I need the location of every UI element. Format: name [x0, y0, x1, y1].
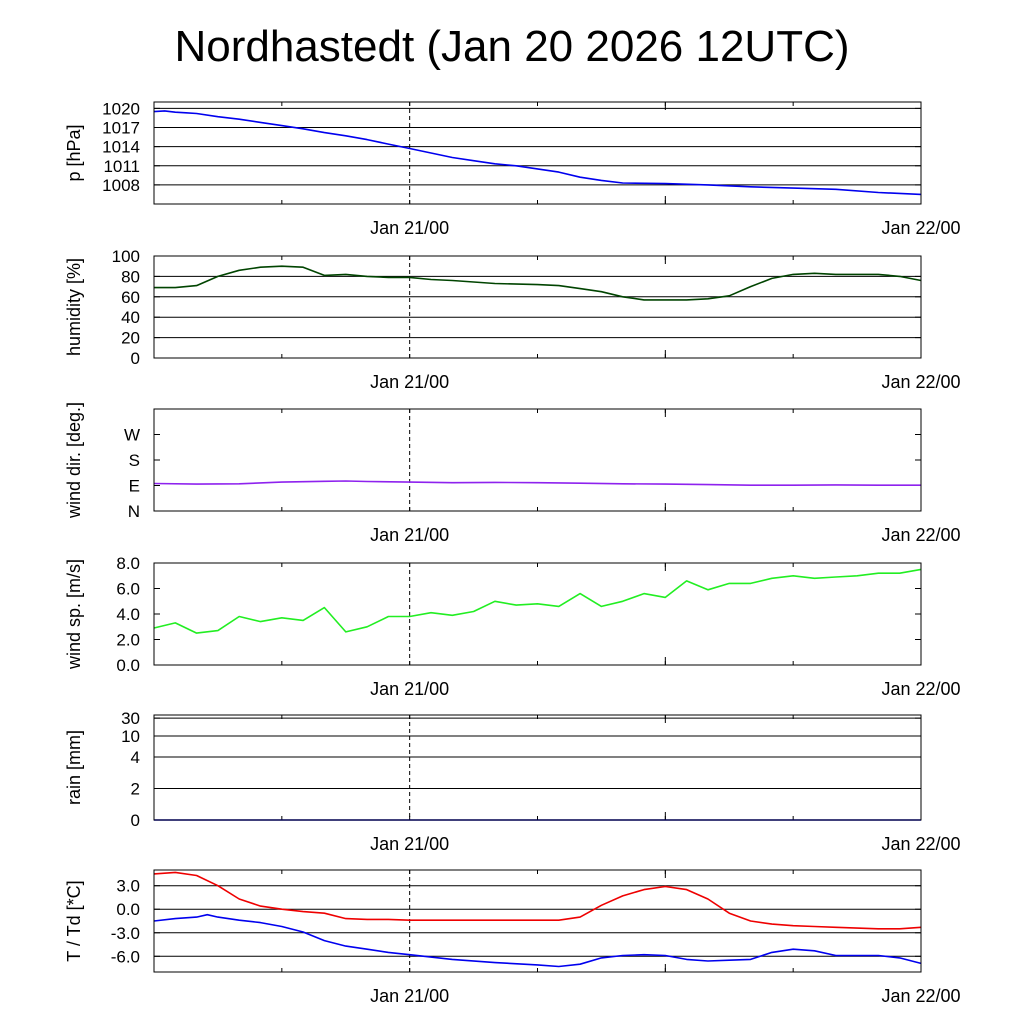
- y-tick-label: 2.0: [116, 631, 140, 650]
- plot-frame: [153, 714, 922, 821]
- series-line-wind-direction-0: [153, 480, 921, 486]
- x-tick-label: Jan 22/00: [881, 986, 960, 1006]
- y-tick-label: 100: [112, 247, 140, 266]
- y-tick-label: 8.0: [116, 554, 140, 573]
- y-tick-label: 40: [121, 308, 140, 327]
- y-tick-label: -6.0: [111, 947, 140, 966]
- y-tick-label: 1014: [102, 138, 140, 157]
- y-tick-label: 30: [121, 709, 140, 728]
- y-axis-label: T / Td [*C]: [64, 880, 84, 961]
- x-tick-label: Jan 22/00: [881, 525, 960, 545]
- y-tick-label: 1008: [102, 176, 140, 195]
- plot-frame: [153, 408, 922, 512]
- x-tick-label: Jan 21/00: [370, 525, 449, 545]
- y-tick-label: 4.0: [116, 605, 140, 624]
- y-tick-label: 6.0: [116, 580, 140, 599]
- y-tick-label: S: [129, 451, 140, 470]
- series-line-temperature-1: [153, 913, 922, 968]
- x-tick-label: Jan 21/00: [370, 986, 449, 1006]
- y-tick-label: 0.0: [116, 656, 140, 675]
- y-tick-label: 4: [131, 748, 140, 767]
- x-tick-label: Jan 22/00: [881, 679, 960, 699]
- y-axis-label: p [hPa]: [64, 124, 84, 181]
- y-tick-label: 2: [131, 780, 140, 799]
- y-axis-label: humidity [%]: [64, 258, 84, 356]
- y-tick-label: 0: [131, 349, 140, 368]
- x-tick-label: Jan 21/00: [370, 372, 449, 392]
- x-tick-label: Jan 21/00: [370, 218, 449, 238]
- plot-frame: [153, 101, 922, 205]
- y-tick-label: N: [128, 502, 140, 521]
- y-tick-label: 1017: [102, 119, 140, 138]
- plot-frame: [153, 869, 922, 973]
- series-line-wind-speed-0: [153, 568, 922, 634]
- y-axis-label: wind sp. [m/s]: [64, 559, 84, 670]
- y-tick-label: 0: [131, 811, 140, 830]
- plot-frame: [153, 255, 922, 359]
- y-tick-label: 3.0: [116, 877, 140, 896]
- y-tick-label: -3.0: [111, 924, 140, 943]
- y-tick-label: 0.0: [116, 900, 140, 919]
- y-tick-label: 60: [121, 288, 140, 307]
- x-tick-label: Jan 22/00: [881, 218, 960, 238]
- chart-title: Nordhastedt (Jan 20 2026 12UTC): [174, 22, 850, 71]
- y-tick-label: 80: [121, 267, 140, 286]
- x-tick-label: Jan 21/00: [370, 834, 449, 854]
- y-axis-label: wind dir. [deg.]: [64, 402, 84, 519]
- series-line-pressure-0: [153, 110, 922, 196]
- plot-frame: [153, 562, 922, 666]
- series-line-temperature-0: [153, 871, 922, 930]
- x-tick-label: Jan 22/00: [881, 372, 960, 392]
- panel-wind-speed: 0.0 2.0 4.0 6.0 8.0 wind sp. [m/s] Jan 21/00 Ja…: [64, 554, 961, 699]
- x-tick-label: Jan 21/00: [370, 679, 449, 699]
- panel-temperature: -6.0 -3.0 0.0 3.0 T / Td [*C] Jan 21/00 Jan 22…: [64, 869, 961, 1006]
- series-line-humidity-0: [154, 265, 922, 301]
- y-tick-label: 10: [121, 727, 140, 746]
- y-tick-label: E: [129, 477, 140, 496]
- x-tick-label: Jan 22/00: [881, 834, 960, 854]
- y-tick-label: 20: [121, 329, 140, 348]
- y-axis-label: rain [mm]: [64, 730, 84, 805]
- y-tick-label: 1011: [103, 157, 140, 176]
- y-tick-label: W: [124, 426, 140, 445]
- y-tick-label: 1020: [102, 99, 140, 118]
